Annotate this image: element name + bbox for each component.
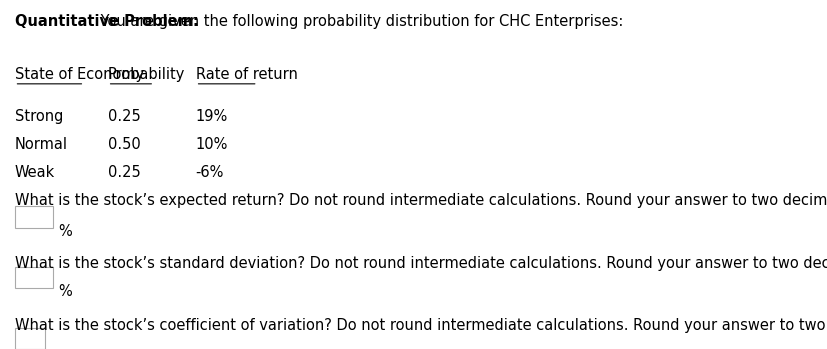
Text: Strong: Strong — [15, 109, 63, 124]
Text: Probability: Probability — [108, 67, 185, 82]
Text: What is the stock’s coefficient of variation? Do not round intermediate calculat: What is the stock’s coefficient of varia… — [15, 318, 827, 333]
Text: Quantitative Problem:: Quantitative Problem: — [15, 14, 198, 29]
Text: What is the stock’s standard deviation? Do not round intermediate calculations. : What is the stock’s standard deviation? … — [15, 256, 827, 271]
Text: Normal: Normal — [15, 137, 68, 152]
FancyBboxPatch shape — [15, 267, 53, 289]
Text: 0.25: 0.25 — [108, 109, 141, 124]
Text: You are given the following probability distribution for CHC Enterprises:: You are given the following probability … — [96, 14, 624, 29]
Text: State of Economy: State of Economy — [15, 67, 144, 82]
Text: %: % — [59, 284, 72, 299]
Text: Weak: Weak — [15, 165, 55, 180]
Text: What is the stock’s expected return? Do not round intermediate calculations. Rou: What is the stock’s expected return? Do … — [15, 193, 827, 208]
Text: Rate of return: Rate of return — [196, 67, 298, 82]
Text: %: % — [59, 223, 72, 238]
Text: 0.50: 0.50 — [108, 137, 141, 152]
FancyBboxPatch shape — [15, 206, 53, 228]
FancyBboxPatch shape — [15, 328, 45, 349]
Text: 10%: 10% — [196, 137, 228, 152]
Text: -6%: -6% — [196, 165, 224, 180]
Text: 0.25: 0.25 — [108, 165, 141, 180]
Text: 19%: 19% — [196, 109, 228, 124]
